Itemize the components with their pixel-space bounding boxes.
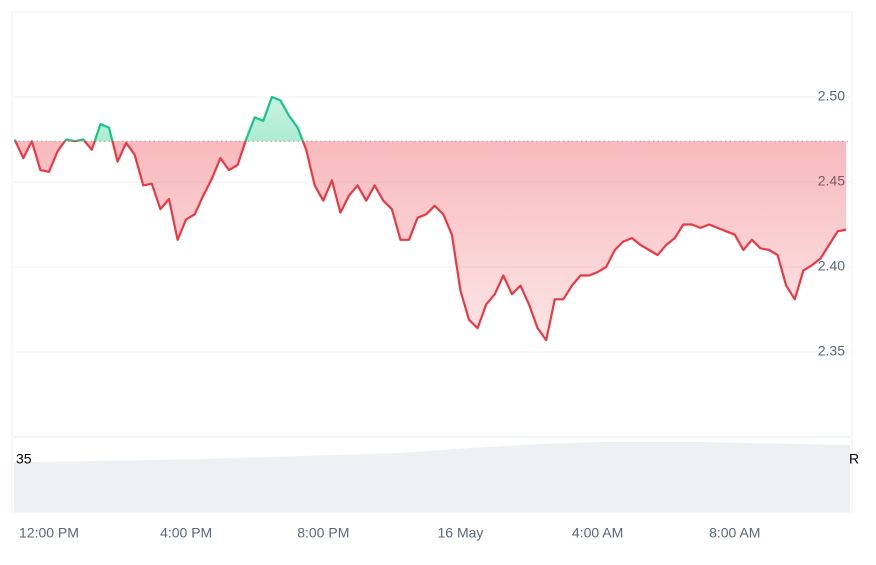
y-tick-label: 2.35	[818, 343, 845, 359]
volume-label-right: R	[849, 451, 859, 467]
price-line	[13, 95, 847, 342]
x-tick-label: 16 May	[438, 525, 484, 541]
y-tick-label: 2.50	[818, 88, 845, 104]
x-tick-label: 4:00 AM	[572, 525, 623, 541]
x-tick-label: 4:00 PM	[160, 525, 212, 541]
y-tick-label: 2.40	[818, 258, 845, 274]
volume-label-left: 35	[16, 451, 32, 467]
x-tick-label: 12:00 PM	[19, 525, 79, 541]
x-tick-label: 8:00 PM	[297, 525, 349, 541]
area-fill	[14, 97, 847, 341]
volume-area	[14, 442, 850, 512]
x-tick-label: 8:00 AM	[709, 525, 760, 541]
